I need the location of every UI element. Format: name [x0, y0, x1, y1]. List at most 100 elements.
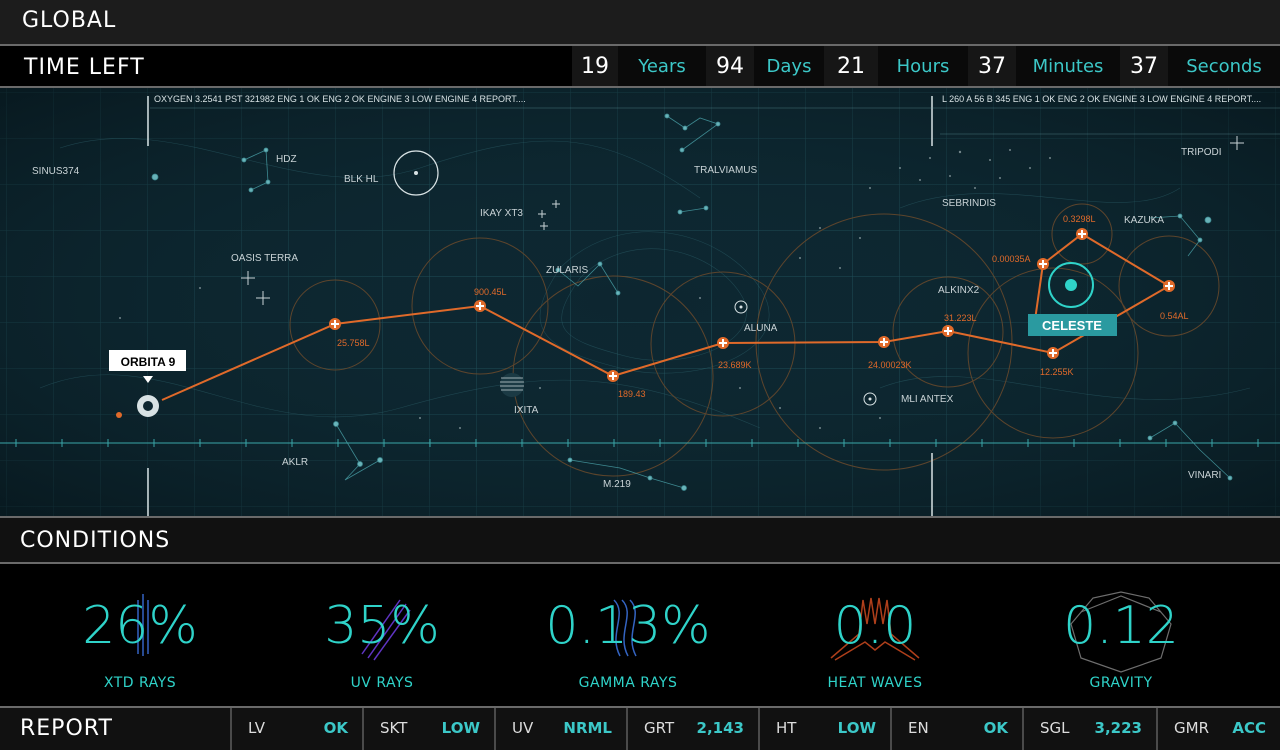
- divider: [0, 562, 1280, 564]
- label-m219: M.219: [603, 479, 631, 490]
- origin-marker[interactable]: ORBITA 9: [109, 350, 186, 418]
- constellations: [151, 113, 1233, 491]
- report-item-grt[interactable]: GRT 2,143: [626, 708, 758, 750]
- route-label: 24.00023K: [868, 360, 912, 370]
- gravity-icon: [1070, 591, 1172, 673]
- heat-waves-icon: [830, 597, 920, 661]
- conditions-title: CONDITIONS: [20, 528, 171, 553]
- days-value: 94: [706, 46, 754, 86]
- report-key: SKT: [380, 719, 408, 737]
- label-blk-hl: BLK HL: [344, 174, 379, 185]
- xtd-rays-icon: [137, 594, 149, 656]
- pointer-icon: [143, 376, 153, 383]
- report-title: REPORT: [20, 716, 113, 741]
- origin-label: ORBITA 9: [121, 355, 176, 369]
- divider: [0, 44, 1280, 46]
- label-aklr: AKLR: [282, 457, 308, 468]
- star-dust: [119, 149, 1051, 429]
- planet-marker[interactable]: [863, 392, 877, 406]
- route-label: 25.758L: [337, 338, 370, 348]
- report-key: UV: [512, 719, 534, 737]
- report-value: NRML: [563, 719, 612, 737]
- report-key: GRT: [644, 719, 675, 737]
- hours-label: Hours: [878, 46, 968, 86]
- report-value: OK: [983, 719, 1008, 737]
- report-value: ACC: [1232, 719, 1266, 737]
- report-value: 2,143: [696, 719, 744, 737]
- gravity-label: GRAVITY: [1089, 675, 1153, 691]
- gauge-heat-waves: 0.0 HEAT WAVES: [775, 564, 975, 706]
- heat-waves-value: 0.0: [833, 596, 917, 656]
- label-aluna: ALUNA: [744, 323, 778, 334]
- report-value: LOW: [837, 719, 876, 737]
- report-value: 3,223: [1094, 719, 1142, 737]
- gamma-rays-value: 0.13%: [545, 596, 711, 656]
- label-mli-antex: MLI ANTEX: [901, 394, 954, 405]
- seconds-label: Seconds: [1168, 46, 1280, 86]
- route-label: 189.43: [618, 389, 646, 399]
- crosshair-icons: [241, 136, 1244, 305]
- label-alkinx2: ALKINX2: [938, 285, 980, 296]
- destination-label: CELESTE: [1042, 318, 1102, 333]
- star-map-canvas: OXYGEN 3.2541 PST 321982 ENG 1 OK ENG 2 …: [0, 88, 1280, 516]
- uv-rays-value: 35%: [324, 596, 440, 656]
- years-label: Years: [618, 46, 706, 86]
- ticker-right: L 260 A 56 B 345 ENG 1 OK ENG 2 OK ENGIN…: [942, 94, 1261, 104]
- report-item-en[interactable]: EN OK: [890, 708, 1022, 750]
- planet-marker[interactable]: [734, 300, 748, 314]
- label-tripodi: TRIPODI: [1181, 147, 1222, 158]
- hours-value: 21: [824, 46, 878, 86]
- label-ikay-xt3: IKAY XT3: [480, 208, 523, 219]
- label-oasis-terra: OASIS TERRA: [231, 253, 298, 264]
- label-tralviamus: TRALVIAMUS: [694, 165, 757, 176]
- black-hole-marker[interactable]: [393, 150, 439, 196]
- label-sebrindis: SEBRINDIS: [942, 198, 996, 209]
- gauge-uv-rays: 35% UV RAYS: [282, 564, 482, 706]
- label-vinari: VINARI: [1188, 470, 1221, 481]
- divider: [0, 86, 1280, 88]
- star-map[interactable]: OXYGEN 3.2541 PST 321982 ENG 1 OK ENG 2 …: [0, 88, 1280, 516]
- gamma-rays-label: GAMMA RAYS: [578, 675, 678, 691]
- destination-marker[interactable]: CELESTE: [1028, 262, 1117, 336]
- report-bar: REPORT LV OK SKT LOW UV NRML GRT 2,143 H…: [0, 708, 1280, 750]
- report-item-gmr[interactable]: GMR ACC: [1156, 708, 1280, 750]
- time-left-title: TIME LEFT: [24, 55, 145, 80]
- route-label: 0.00035A: [992, 254, 1031, 264]
- uv-rays-label: UV RAYS: [350, 675, 414, 691]
- global-header: GLOBAL: [0, 0, 1280, 44]
- route-label: 0.54AL: [1160, 311, 1189, 321]
- conditions-header: CONDITIONS: [0, 518, 1280, 562]
- gamma-rays-icon: [613, 599, 637, 657]
- label-hdz: HDZ: [276, 154, 297, 165]
- report-value: LOW: [441, 719, 480, 737]
- conditions-gauges: 26% XTD RAYS 35% UV RAYS 0.13% GAMMA RAY…: [0, 564, 1280, 706]
- divider: [0, 516, 1280, 518]
- report-key: EN: [908, 719, 929, 737]
- label-kazuka: KAZUKA: [1124, 215, 1164, 226]
- report-item-lv[interactable]: LV OK: [230, 708, 362, 750]
- report-key: GMR: [1174, 719, 1209, 737]
- scale-ticks: [15, 439, 1259, 447]
- route-waypoints[interactable]: [329, 228, 1175, 382]
- report-item-sgl[interactable]: SGL 3,223: [1022, 708, 1156, 750]
- label-ixita: IXITA: [514, 405, 539, 416]
- years-value: 19: [572, 46, 618, 86]
- route-label: 900.45L: [474, 287, 507, 297]
- report-item-skt[interactable]: SKT LOW: [362, 708, 494, 750]
- seconds-value: 37: [1120, 46, 1168, 86]
- ticker-left: OXYGEN 3.2541 PST 321982 ENG 1 OK ENG 2 …: [154, 94, 526, 104]
- report-key: SGL: [1040, 719, 1070, 737]
- ship-icon: [116, 412, 122, 418]
- gauge-xtd-rays: 26% XTD RAYS: [40, 564, 240, 706]
- report-item-ht[interactable]: HT LOW: [758, 708, 890, 750]
- label-sinus374: SINUS374: [32, 166, 80, 177]
- label-zularis: ZULARIS: [546, 265, 589, 276]
- report-item-uv[interactable]: UV NRML: [494, 708, 626, 750]
- route-label: 0.3298L: [1063, 214, 1096, 224]
- xtd-rays-label: XTD RAYS: [103, 675, 177, 691]
- report-value: OK: [323, 719, 348, 737]
- ixita-planet-icon[interactable]: [500, 373, 524, 397]
- gauge-gamma-rays: 0.13% GAMMA RAYS: [528, 564, 728, 706]
- report-key: LV: [248, 719, 265, 737]
- route-label: 31.223L: [944, 313, 977, 323]
